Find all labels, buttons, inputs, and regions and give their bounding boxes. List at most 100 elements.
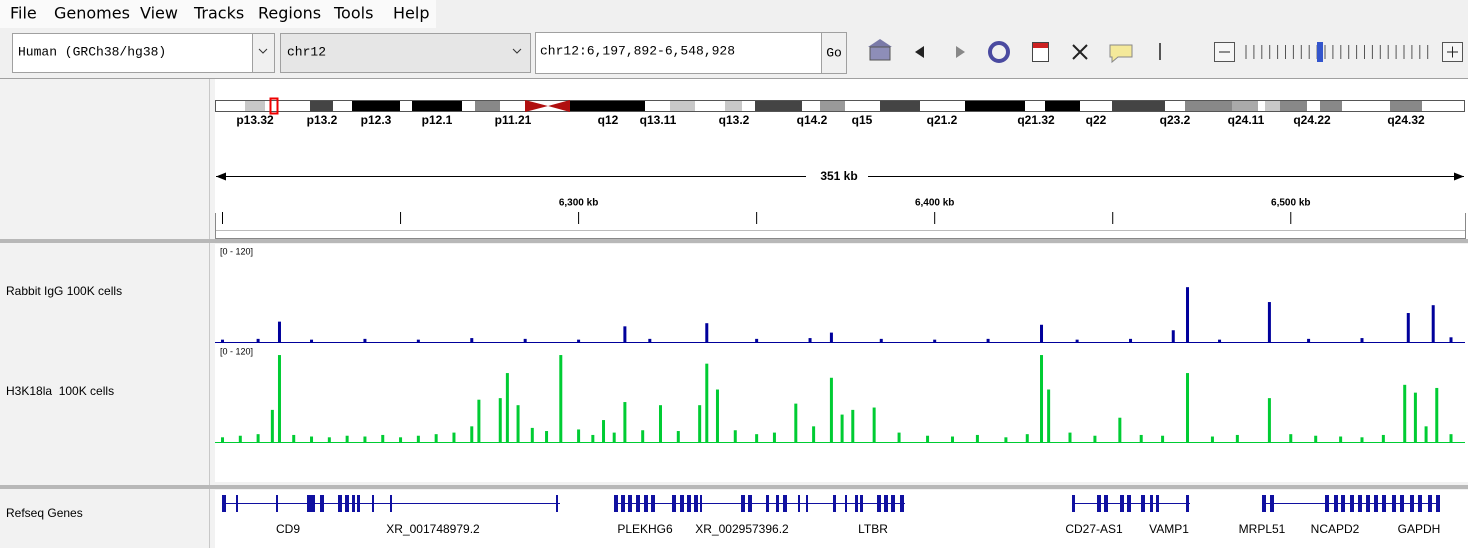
cytoband — [725, 100, 742, 112]
forward-button[interactable] — [956, 46, 965, 58]
exon — [1262, 495, 1266, 512]
cytoband-label: q22 — [1086, 113, 1107, 127]
refresh-button[interactable] — [988, 41, 1010, 63]
gene-label: LTBR — [858, 522, 888, 536]
exon — [1097, 495, 1101, 512]
coverage-bar — [705, 323, 709, 343]
cytoband — [333, 100, 352, 112]
menu-item[interactable]: Help — [393, 4, 429, 23]
exon — [845, 495, 847, 512]
coverage-bar — [1139, 434, 1143, 443]
track-name: Rabbit IgG 100K cells — [6, 284, 122, 298]
coverage-bar — [1186, 287, 1190, 343]
coverage-bar — [1040, 324, 1044, 343]
cytoband — [400, 100, 412, 112]
span-label-bg — [806, 168, 868, 185]
cytoband-label: q24.11 — [1228, 113, 1265, 127]
home-button[interactable] — [868, 39, 892, 61]
menu-item[interactable]: Tracks — [193, 4, 244, 23]
exon — [1156, 495, 1159, 512]
coverage-bar — [1449, 337, 1453, 343]
cytoband — [845, 100, 880, 112]
zoom-slider[interactable] — [1245, 42, 1429, 62]
coverage-bar — [1431, 305, 1435, 343]
coverage-bar — [1118, 417, 1122, 443]
exon — [1358, 495, 1362, 512]
chromosome-value: chr12 — [287, 44, 326, 59]
chromosome-select[interactable] — [280, 33, 531, 73]
exon — [1366, 495, 1370, 512]
cytoband — [1258, 100, 1265, 112]
coverage-bar — [470, 426, 474, 443]
coverage-bar — [1360, 437, 1364, 443]
exon — [614, 495, 618, 512]
coverage-bar — [933, 339, 937, 343]
exon — [1104, 495, 1108, 512]
cytoband — [265, 100, 310, 112]
coverage-bar — [808, 338, 812, 343]
exon — [766, 495, 769, 512]
coverage-bar — [516, 405, 520, 443]
popup-button[interactable] — [1109, 44, 1133, 64]
exon — [1186, 495, 1189, 512]
cytoband — [1112, 100, 1165, 112]
exon — [1270, 495, 1274, 512]
back-button[interactable] — [915, 46, 924, 58]
coverage-bar — [623, 326, 627, 343]
coverage-bar — [1161, 435, 1165, 443]
locus-value: chr12:6,197,892-6,548,928 — [540, 43, 735, 58]
cytoband — [1045, 100, 1080, 112]
coverage-bar — [505, 373, 509, 443]
exon — [687, 495, 691, 512]
exon — [877, 495, 881, 512]
exon — [320, 495, 324, 512]
exon — [1150, 495, 1153, 512]
coverage-bar — [897, 432, 901, 443]
ruler-label: 6,300 kb — [559, 198, 598, 209]
coverage-bar — [715, 389, 719, 443]
menu-item[interactable]: View — [140, 4, 178, 23]
menu-item[interactable]: Tools — [333, 4, 373, 23]
zoom-thumb[interactable] — [1317, 42, 1323, 62]
go-button[interactable] — [821, 32, 847, 74]
coverage-bar — [812, 426, 816, 443]
ruler-label: 6,400 kb — [915, 198, 954, 209]
cytoband — [1265, 100, 1280, 112]
gene-track: CD9 XR_001748979.2 PLEKHG6 XR_002957396.2 LT… — [222, 495, 1440, 536]
cytoband — [820, 100, 845, 112]
gene-label: XR_002957396.2 — [695, 522, 789, 536]
genome-value: Human (GRCh38/hg38) — [18, 44, 166, 59]
cytoband — [1080, 100, 1112, 112]
exon — [776, 495, 779, 512]
roi-icon-bar — [1033, 43, 1048, 48]
coverage-bar — [1025, 434, 1029, 443]
dropdown-arrow — [512, 48, 522, 54]
locus-input[interactable] — [535, 32, 822, 74]
exon — [1350, 495, 1354, 512]
resize-button[interactable] — [1072, 44, 1088, 60]
cytoband — [742, 100, 755, 112]
exon — [1418, 495, 1422, 512]
exon — [372, 495, 374, 512]
coverage-bar — [612, 432, 616, 443]
cytoband-label: q13.2 — [719, 113, 750, 127]
gene-label: MRPL51 — [1239, 522, 1286, 536]
menu-item[interactable]: File — [10, 4, 37, 23]
coverage-bar — [1218, 339, 1222, 343]
cytoband — [1307, 100, 1320, 112]
exon — [672, 495, 676, 512]
coverage-bar — [310, 436, 314, 443]
cytoband — [1320, 100, 1342, 112]
centromere — [525, 100, 570, 112]
cytoband-label: q23.2 — [1160, 113, 1191, 127]
cytoband — [1280, 100, 1307, 112]
menu-item[interactable]: Genomes — [54, 4, 130, 23]
cytoband-label: q15 — [852, 113, 873, 127]
menu-item[interactable]: Regions — [258, 4, 321, 23]
exon — [1325, 495, 1329, 512]
cytoband — [412, 100, 462, 112]
ideogram-outline — [215, 100, 1465, 112]
coverage-bar — [310, 339, 314, 343]
coverage-bar — [755, 338, 759, 343]
